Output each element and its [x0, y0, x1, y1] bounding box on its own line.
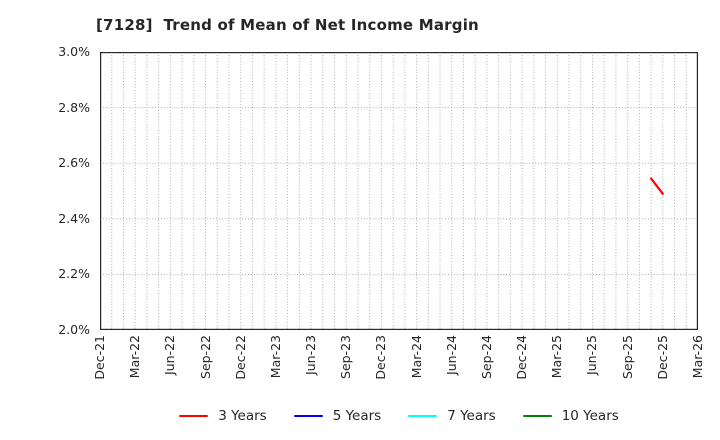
x-tick-label: Jun-22 [162, 335, 178, 375]
x-tick-label: Dec-22 [232, 335, 248, 380]
y-tick-label: 2.6% [58, 155, 90, 171]
x-tick-label: Mar-22 [127, 335, 143, 379]
series-line-3-years [649, 177, 664, 195]
x-tick-label: Dec-23 [373, 335, 389, 380]
legend-item-5-years: 5 Years [293, 408, 382, 424]
x-tick-label: Mar-24 [408, 335, 424, 379]
legend-line-swatch [408, 414, 438, 418]
x-tick-label: Jun-25 [584, 335, 600, 375]
legend: 3 Years 5 Years 7 Years 10 Years [100, 404, 698, 428]
y-tick-label: 2.8% [58, 99, 90, 115]
x-tick-label: Mar-25 [549, 335, 565, 379]
legend-label: 3 Years [218, 408, 267, 424]
y-tick-label: 2.4% [58, 210, 90, 226]
legend-item-3-years: 3 Years [179, 408, 267, 424]
legend-label: 7 Years [447, 408, 496, 424]
x-tick-label: Dec-21 [92, 335, 107, 380]
legend-line-swatch [179, 414, 209, 418]
x-tick-label: Sep-25 [619, 335, 635, 379]
legend-item-7-years: 7 Years [408, 408, 496, 424]
legend-line-swatch [293, 414, 323, 418]
legend-label: 10 Years [561, 408, 619, 424]
x-tick-label: Sep-23 [338, 335, 354, 379]
plot-border [100, 52, 698, 330]
y-tick-label: 2.2% [58, 266, 90, 282]
x-tick-label: Dec-25 [654, 335, 670, 380]
x-tick-label: Jun-24 [443, 335, 459, 375]
y-tick-label: 3.0% [58, 44, 90, 59]
legend-label: 5 Years [332, 408, 382, 424]
legend-line-swatch [522, 414, 552, 418]
x-tick-label: Dec-24 [514, 335, 530, 380]
plot-svg [100, 52, 698, 330]
legend-item-10-years: 10 Years [522, 408, 619, 424]
y-tick-label: 2.0% [58, 322, 90, 337]
x-tick-label: Sep-24 [478, 335, 494, 379]
chart-title: [7128] Trend of Mean of Net Income Margi… [96, 16, 479, 34]
x-tick-label: Sep-22 [197, 335, 213, 379]
x-tick-label: Mar-23 [267, 335, 283, 379]
x-tick-label: Jun-23 [303, 335, 319, 375]
plot-area [100, 52, 698, 330]
x-tick-label: Mar-26 [690, 335, 705, 379]
